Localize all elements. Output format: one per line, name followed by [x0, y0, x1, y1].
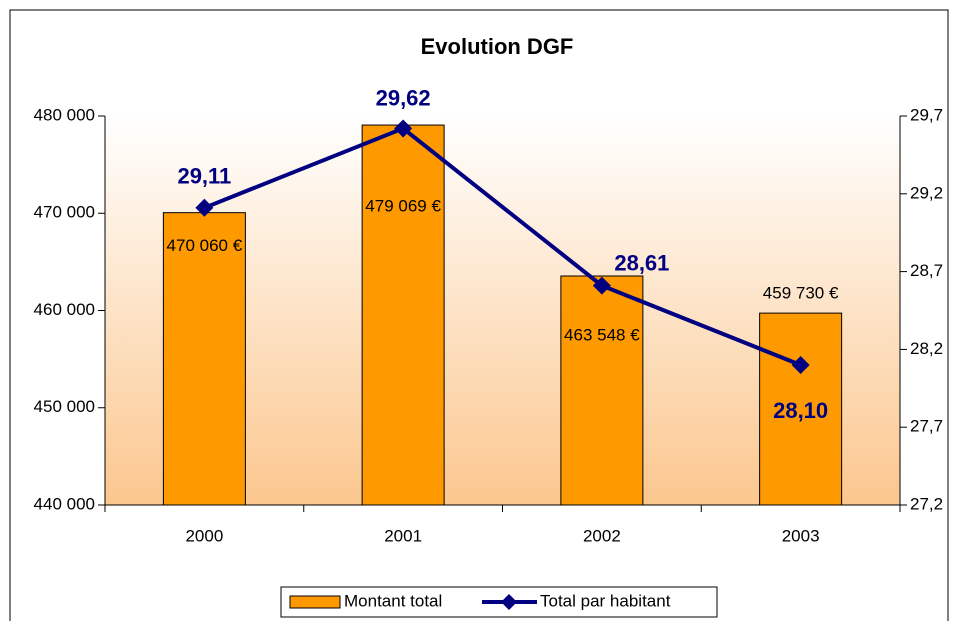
- y-tick-label: 460 000: [34, 300, 95, 319]
- y-tick-label: 450 000: [34, 397, 95, 416]
- legend-marker: [501, 594, 517, 610]
- y2-tick-label: 28,2: [910, 339, 943, 358]
- x-tick-label: 2001: [384, 526, 422, 545]
- bar-label: 459 730 €: [763, 284, 839, 303]
- y-tick-label: 470 000: [34, 203, 95, 222]
- chart-title: Evolution DGF: [421, 34, 574, 59]
- line-label: 29,11: [177, 164, 231, 189]
- line-marker: [592, 276, 611, 295]
- legend-label: Montant total: [344, 591, 442, 610]
- bar-label: 470 060 €: [167, 236, 243, 255]
- x-tick-label: 2003: [782, 526, 820, 545]
- bar-label: 463 548 €: [564, 325, 640, 344]
- line-label: 29,62: [376, 85, 431, 110]
- y2-tick-label: 29,7: [910, 105, 943, 124]
- line-label: 28,10: [773, 398, 828, 423]
- y2-tick-label: 29,2: [910, 183, 943, 202]
- x-tick-label: 2002: [583, 526, 621, 545]
- bar: [361, 124, 445, 506]
- line-marker: [791, 355, 810, 374]
- legend-swatch: [289, 595, 341, 609]
- y-tick-label: 480 000: [34, 105, 95, 124]
- legend-label: Total par habitant: [540, 591, 671, 610]
- y2-tick-label: 27,7: [910, 417, 943, 436]
- bar: [759, 312, 843, 506]
- line-marker: [195, 198, 214, 217]
- line-label: 28,61: [614, 250, 669, 275]
- y2-tick-label: 27,2: [910, 494, 943, 513]
- x-tick-label: 2000: [185, 526, 223, 545]
- line: [203, 126, 802, 367]
- line-marker: [394, 119, 413, 138]
- bar-label: 479 069 €: [365, 197, 441, 216]
- bar: [162, 212, 246, 506]
- y2-tick-label: 28,7: [910, 261, 943, 280]
- y-tick-label: 440 000: [34, 494, 95, 513]
- bar: [560, 275, 644, 506]
